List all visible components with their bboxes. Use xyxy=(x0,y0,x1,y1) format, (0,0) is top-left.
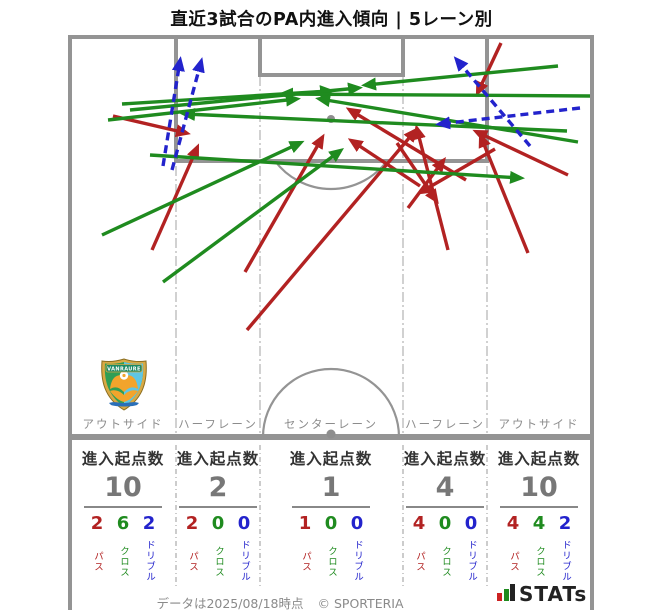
cross-arrow xyxy=(107,93,301,122)
lane-label-center: センターレーン xyxy=(284,417,378,431)
lane-summary-half-right: 進入起点数 4 4 パス 0 クロス 0 ドリブル xyxy=(393,447,497,587)
pass-arrow xyxy=(478,132,530,254)
cross-arrow xyxy=(278,87,591,101)
cross-arrow xyxy=(361,64,559,91)
lane-label-half-left: ハーフレーン xyxy=(178,417,258,431)
cross-stat: 0 クロス xyxy=(324,512,338,578)
cross-stat: 0 クロス xyxy=(211,512,225,578)
page-title: 直近3試合のPA内進入傾向 | 5レーン別 xyxy=(170,10,493,30)
team-emblem: VANRAURE xyxy=(101,358,147,411)
entry-count-value: 10 xyxy=(104,472,142,503)
cross-stat: 6 クロス xyxy=(116,512,130,578)
pass-stat: 2 パス xyxy=(90,512,104,572)
goal-area xyxy=(258,35,405,77)
entry-count-label: 進入起点数 xyxy=(403,450,487,468)
dribble-arrow xyxy=(161,56,185,167)
lane-summary-outside-left: 進入起点数 10 2 パス 6 クロス 2 ドリブル xyxy=(71,447,175,587)
lane-dividers xyxy=(175,40,488,433)
cross-arrow xyxy=(101,140,305,237)
entry-count-value: 10 xyxy=(520,472,558,503)
divider-rule xyxy=(500,505,578,508)
dribble-stat: 0 ドリブル xyxy=(350,512,364,583)
entry-count-label: 進入起点数 xyxy=(289,450,373,468)
lane-label-outside-right: アウトサイド xyxy=(499,417,580,431)
footer: データは2025/08/18時点 © SPORTERIA xyxy=(70,593,490,611)
pass-stat: 1 パス xyxy=(298,512,312,572)
entry-count-value: 4 xyxy=(435,472,455,503)
entry-count-value: 1 xyxy=(321,472,341,503)
dribble-stat: 2 ドリブル xyxy=(558,512,572,583)
pass-arrow xyxy=(416,147,496,195)
cross-arrow xyxy=(149,153,525,184)
cross-stat: 0 クロス xyxy=(438,512,452,578)
divider-rule xyxy=(406,505,484,508)
center-spot xyxy=(326,429,336,439)
penalty-arc xyxy=(274,160,388,191)
dribble-arrow xyxy=(453,56,532,148)
entry-count-label: 進入起点数 xyxy=(81,450,165,468)
pass-arrow xyxy=(475,42,503,97)
pass-stat: 2 パス xyxy=(185,512,199,572)
divider-rule xyxy=(84,505,162,508)
dribble-stat: 0 ドリブル xyxy=(237,512,251,583)
pass-arrow xyxy=(243,133,325,273)
pass-arrow xyxy=(472,129,569,177)
dribble-stat: 0 ドリブル xyxy=(464,512,478,583)
entry-arrows xyxy=(101,42,591,332)
copyright: © SPORTERIA xyxy=(317,596,404,611)
pass-stat: 4 パス xyxy=(506,512,520,572)
dribble-stat: 2 ドリブル xyxy=(142,512,156,583)
lane-label-outside-left: アウトサイド xyxy=(83,417,164,431)
pass-arrow xyxy=(347,138,421,188)
cross-arrow xyxy=(129,82,363,112)
divider-rule xyxy=(179,505,257,508)
lane-summary-half-left: 進入起点数 2 2 パス 0 クロス 0 ドリブル xyxy=(166,447,270,587)
entry-count-value: 2 xyxy=(208,472,228,503)
stats-logo: STATs xyxy=(497,584,589,604)
bar-chart-icon xyxy=(497,584,515,604)
entry-count-label: 進入起点数 xyxy=(176,450,260,468)
entry-count-label: 進入起点数 xyxy=(497,450,581,468)
lane-summary-center: 進入起点数 1 1 パス 0 クロス 0 ドリブル xyxy=(279,447,383,587)
lane-label-half-right: ハーフレーン xyxy=(405,417,485,431)
center-circle xyxy=(261,367,401,438)
pass-stat: 4 パス xyxy=(412,512,426,572)
divider-rule xyxy=(292,505,370,508)
data-timestamp-note: データは2025/08/18時点 xyxy=(156,596,304,611)
cross-arrow xyxy=(161,148,345,284)
dribble-arrow xyxy=(170,57,205,171)
dribble-arrow xyxy=(435,106,581,130)
cross-stat: 4 クロス xyxy=(532,512,546,578)
lane-summary-outside-right: 進入起点数 10 4 パス 4 クロス 2 ドリブル xyxy=(487,447,591,587)
emblem-text: VANRAURE xyxy=(107,366,141,372)
stats-logo-text: STATs xyxy=(519,582,588,606)
pass-arrow xyxy=(150,143,200,251)
